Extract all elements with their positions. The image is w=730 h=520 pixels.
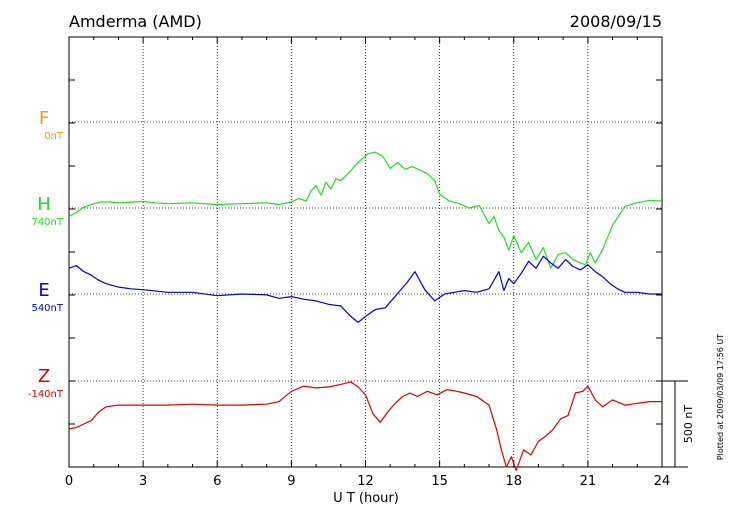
x-tick-label: 9 [287,474,295,489]
chart-title: Amderma (AMD) [69,12,202,31]
x-axis-label: U T (hour) [333,491,399,506]
baseline-label-e: 540nT [31,303,63,314]
x-tick-labels: 0 3 6 9 12 15 18 21 24 [65,474,670,489]
scale-bar-label: 500 nT [682,405,695,443]
x-tick-label: 18 [505,474,522,489]
x-tick-label: 12 [357,474,374,489]
series-label-f: F [39,108,49,129]
series-label-z: Z [38,366,50,387]
baseline-label-f: 0nT [44,131,64,142]
series-label-e: E [38,280,49,301]
series-line-z [68,381,662,471]
series-line-h [68,151,663,269]
x-tick-label: 6 [213,474,221,489]
baseline-label-z: -140nT [28,389,64,400]
grid [69,37,662,467]
x-tick-label: 21 [580,474,597,489]
x-tick-label: 0 [65,474,73,489]
x-tick-label: 3 [139,474,147,489]
tick-marks [68,37,663,467]
series-lines [68,151,663,471]
plot-frame [68,36,663,468]
series-line-e [68,255,662,323]
x-tick-label: 15 [431,474,448,489]
chart-date: 2008/09/15 [570,12,662,31]
plotted-note: Plotted at 2009/03/09 17:56 UT [716,334,725,460]
baseline-label-h: 740nT [31,217,63,228]
x-tick-label: 24 [654,474,671,489]
series-label-h: H [37,194,51,215]
